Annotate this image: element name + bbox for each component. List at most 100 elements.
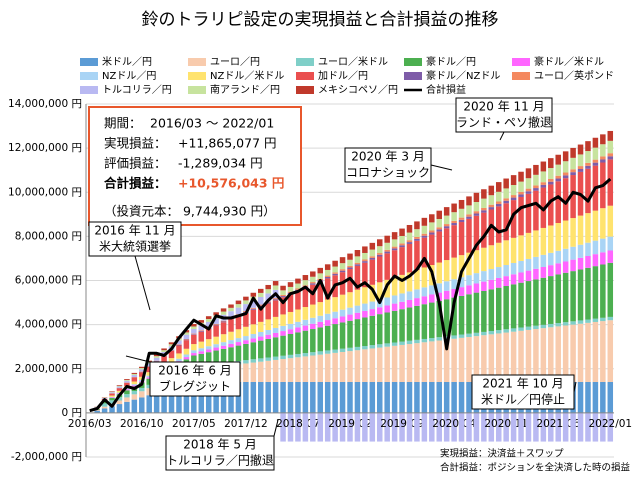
bar [116,390,123,393]
bar [510,197,517,201]
bar [473,412,480,442]
bar [347,351,353,382]
bar [109,391,115,393]
bar [436,229,442,232]
callout-box [344,147,432,183]
bar [183,334,190,340]
bar [458,381,465,413]
bar [116,404,123,413]
bar [220,381,227,413]
bar [265,329,271,335]
bar [562,220,569,249]
bar [116,385,123,387]
bar [198,320,205,323]
bar [198,381,205,413]
bar [488,289,495,332]
bar [503,198,509,201]
bar [339,348,346,352]
bar [146,375,152,378]
bar [592,381,599,413]
bar [406,340,413,345]
bar [347,314,353,321]
bar [466,294,472,334]
bar [376,254,383,257]
bar [131,384,138,386]
bar [302,287,309,308]
bar [146,377,152,379]
bar [533,174,539,186]
bar [362,259,368,262]
bar [183,357,190,360]
legend-swatch [296,86,314,94]
bar [585,412,591,442]
bar [116,386,123,388]
bar [473,273,480,284]
bar [258,305,264,307]
bar [562,172,569,176]
bar [384,312,390,344]
bar [488,207,495,210]
bar [369,257,376,260]
bar [243,336,249,341]
bar [555,154,561,165]
bar [577,381,584,413]
bar [258,288,264,293]
bar [555,326,561,382]
bar [443,207,450,216]
bar [585,162,591,166]
bar [548,412,554,442]
bar [421,338,428,343]
bar [235,307,242,315]
callout-arrow [134,255,151,311]
bar [481,290,487,332]
bar [161,390,167,413]
bar [131,391,138,395]
bar [406,224,413,233]
bar [533,188,539,191]
bar [384,253,390,280]
bar [354,289,361,306]
bar [302,275,309,281]
bar [324,278,331,300]
bar [265,284,271,290]
bar [600,156,606,160]
bar [235,381,242,413]
bar [362,317,368,347]
bar [369,345,376,349]
bar [235,342,242,346]
bar [384,412,390,442]
bar [406,291,413,300]
bar [391,277,398,296]
bar [548,181,554,185]
bar [295,357,301,382]
bar [600,144,606,157]
bar [399,243,405,246]
bar [369,301,376,310]
bar [525,168,532,179]
bar [317,354,324,382]
bar [555,175,561,179]
bar [153,393,160,413]
bar [481,189,487,199]
y-tick-label: 6,000,000 円 [15,275,82,287]
bar [332,352,338,382]
bar [302,307,309,320]
bar [473,336,480,382]
bar [399,344,405,382]
bar [295,327,301,333]
summary-value: +10,576,043 円 [178,176,284,191]
bar [414,221,420,230]
bar [139,397,145,413]
bar [146,363,152,367]
bar [414,289,420,299]
bar [533,185,539,189]
bar [518,330,524,382]
bar [213,336,219,345]
bar [176,345,182,354]
bar [406,307,413,341]
bar [295,332,301,354]
bar [562,261,569,273]
bar [451,212,457,221]
bar [391,246,398,249]
bar [384,305,390,313]
